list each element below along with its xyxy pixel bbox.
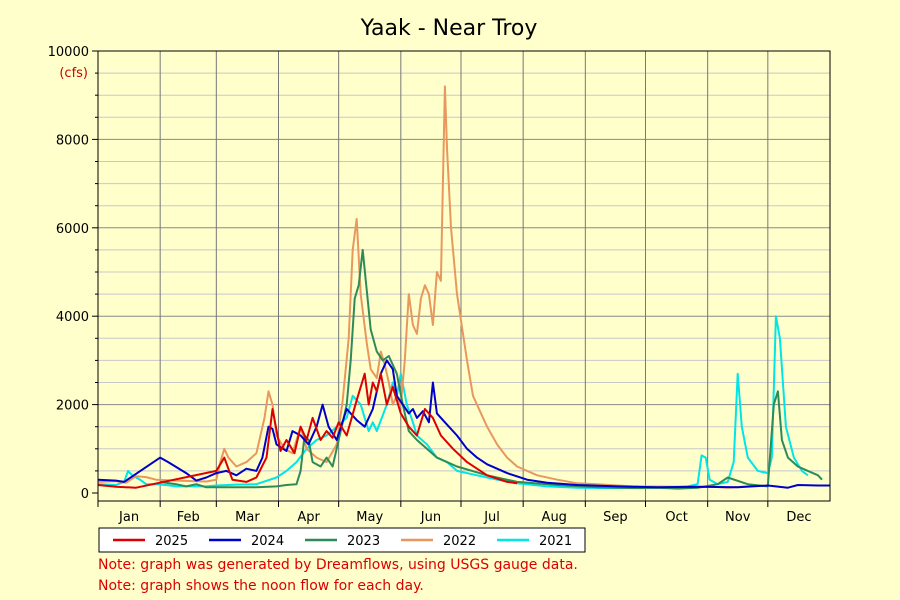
series-line-2022 (97, 85, 748, 489)
x-axis: Jan Feb Mar Apr May Jun Jul Aug Sep Oct Nov Dec (97, 501, 811, 525)
legend-label-2025: 2025 (155, 534, 188, 549)
x-tick-label: Jul (483, 510, 500, 525)
x-tick-label: Oct (665, 510, 687, 525)
x-tick-label: Jun (420, 510, 441, 525)
legend-label-2022: 2022 (443, 534, 476, 549)
x-tick-label: Dec (786, 510, 811, 525)
y-tick-label: 6000 (56, 222, 89, 237)
y-tick-label: 4000 (56, 310, 89, 325)
x-tick-label: May (356, 510, 383, 525)
y-axis: 0 2000 4000 6000 8000 10000 (48, 45, 98, 502)
x-tick-label: Feb (177, 510, 200, 525)
y-tick-label: 0 (81, 487, 89, 502)
y-tick-label: 2000 (56, 399, 89, 414)
legend-label-2021: 2021 (539, 534, 572, 549)
chart-title: Yaak - Near Troy (360, 16, 538, 41)
y-axis-unit: (cfs) (59, 66, 88, 81)
series-line-2023 (160, 248, 823, 490)
series-lines (97, 85, 830, 490)
series-line-2025 (97, 372, 518, 489)
legend-box (98, 527, 586, 553)
x-tick-label: Jan (118, 510, 139, 525)
x-tick-label: Sep (603, 510, 628, 525)
y-tick-label: 10000 (48, 45, 89, 60)
note-source: Note: graph was generated by Dreamflows,… (98, 557, 578, 573)
legend-label-2023: 2023 (347, 534, 380, 549)
note-noon-flow: Note: graph shows the noon flow for each… (98, 578, 424, 594)
series-line-2021 (97, 315, 809, 490)
grid (98, 51, 830, 501)
y-tick-label: 8000 (56, 133, 89, 148)
legend: 2025 2024 2023 2022 2021 (98, 527, 586, 553)
x-tick-label: Apr (297, 510, 320, 525)
legend-label-2024: 2024 (251, 534, 284, 549)
plot-frame (97, 50, 831, 502)
x-tick-label: Nov (725, 510, 751, 525)
x-tick-label: Mar (235, 510, 260, 525)
x-tick-label: Aug (542, 510, 567, 525)
